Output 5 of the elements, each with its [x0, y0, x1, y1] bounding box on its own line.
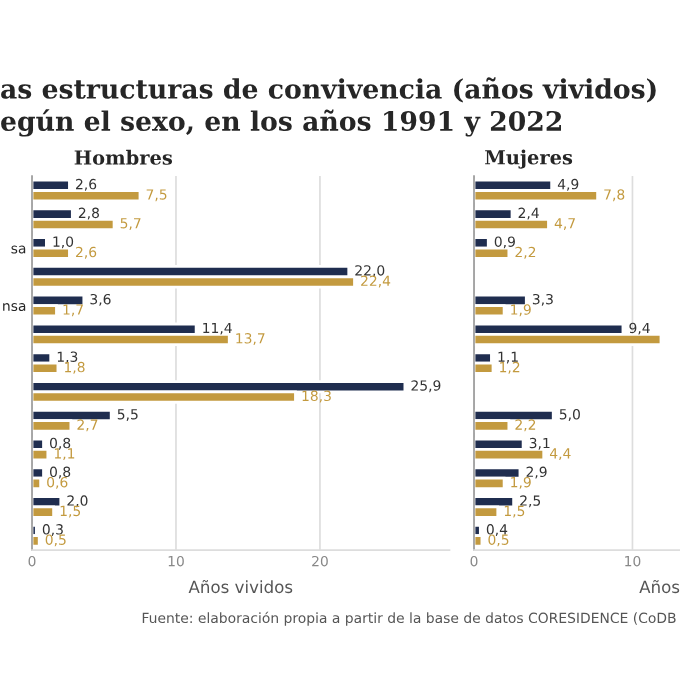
chart-subtitle: Mujeres [485, 149, 573, 169]
chart-subtitle: Hombres [74, 149, 173, 165]
x-axis-title: Años vividos [188, 579, 293, 594]
chart-title: as estructuras de convivencia (años vividos) egún el sexo, en los años 1991 y 2022 [1, 77, 656, 137]
x-axis-title: Años [639, 579, 680, 594]
